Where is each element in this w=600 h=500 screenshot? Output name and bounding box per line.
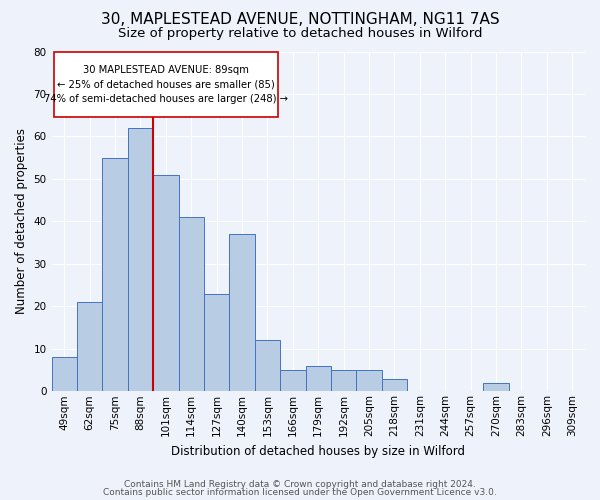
Bar [52,358,77,392]
X-axis label: Distribution of detached houses by size in Wilford: Distribution of detached houses by size … [171,444,465,458]
Y-axis label: Number of detached properties: Number of detached properties [15,128,28,314]
Bar [77,302,103,392]
Text: Contains HM Land Registry data © Crown copyright and database right 2024.: Contains HM Land Registry data © Crown c… [124,480,476,489]
Bar [204,294,229,392]
Bar [331,370,356,392]
Bar [229,234,255,392]
Bar [484,383,509,392]
Bar [382,378,407,392]
Bar [103,158,128,392]
Text: 30 MAPLESTEAD AVENUE: 89sqm
← 25% of detached houses are smaller (85)
74% of sem: 30 MAPLESTEAD AVENUE: 89sqm ← 25% of det… [44,66,288,104]
Bar [128,128,153,392]
Bar [280,370,305,392]
Text: Size of property relative to detached houses in Wilford: Size of property relative to detached ho… [118,28,482,40]
Bar [356,370,382,392]
FancyBboxPatch shape [54,52,278,118]
Bar [179,217,204,392]
Bar [153,174,179,392]
Text: Contains public sector information licensed under the Open Government Licence v3: Contains public sector information licen… [103,488,497,497]
Text: 30, MAPLESTEAD AVENUE, NOTTINGHAM, NG11 7AS: 30, MAPLESTEAD AVENUE, NOTTINGHAM, NG11 … [101,12,499,28]
Bar [305,366,331,392]
Bar [255,340,280,392]
